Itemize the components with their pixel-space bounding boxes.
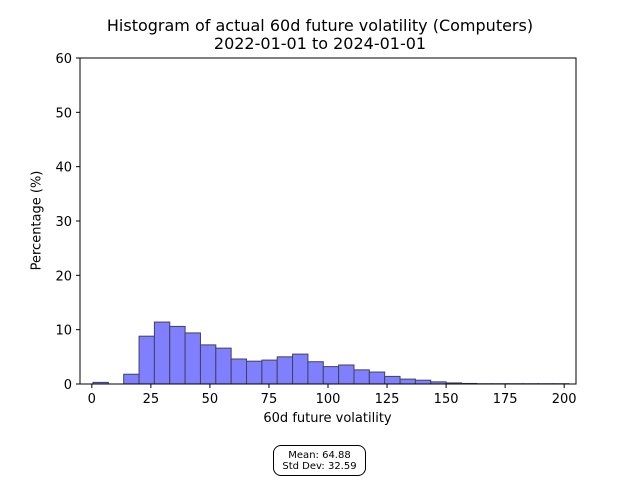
histogram-bar [338,364,355,385]
stats-box: Mean: 64.88 Std Dev: 32.59 [273,445,366,476]
chart-title: Histogram of actual 60d future volatilit… [106,16,534,35]
y-tick-label: 20 [55,269,72,284]
y-tick-label: 0 [64,378,72,393]
histogram-bar [138,335,155,385]
histogram-bar [414,379,432,385]
histogram-bar [399,378,416,385]
x-axis-label: 60d future volatility [263,411,392,426]
chart-subtitle: 2022-01-01 to 2024-01-01 [213,34,427,53]
y-tick-label: 10 [55,324,72,339]
x-tick-label: 150 [434,392,459,407]
y-tick-label: 60 [55,52,72,67]
histogram-bar [353,369,370,385]
histogram-bar [246,360,263,385]
x-tick-label: 0 [88,392,96,407]
histogram-bar [368,371,386,385]
x-tick-label: 25 [143,392,160,407]
histogram-bar [153,321,171,385]
histogram-bar [292,353,309,385]
y-tick-label: 40 [55,161,72,176]
x-tick-label: 200 [552,392,577,407]
histogram-bar [184,332,201,385]
y-tick-label: 30 [55,215,72,230]
histogram-bar [384,375,401,385]
stats-mean: Mean: 64.88 [288,450,351,461]
x-tick-label: 125 [375,392,400,407]
histogram-bar [230,358,248,385]
histogram-bar [169,325,186,385]
x-tick-label: 100 [316,392,341,407]
y-tick-label: 50 [55,106,72,121]
stats-std: Std Dev: 32.59 [282,461,357,472]
histogram-bar [276,356,294,385]
histogram-bar [123,373,140,385]
histogram-bar [322,366,340,385]
histogram-bar [215,347,232,385]
histogram-bar [307,361,324,385]
x-tick-label: 50 [202,392,219,407]
x-tick-label: 175 [493,392,518,407]
histogram-bar [199,344,217,385]
y-axis-label: Percentage (%) [29,170,45,271]
x-tick-label: 75 [261,392,278,407]
histogram-bar [261,359,278,385]
